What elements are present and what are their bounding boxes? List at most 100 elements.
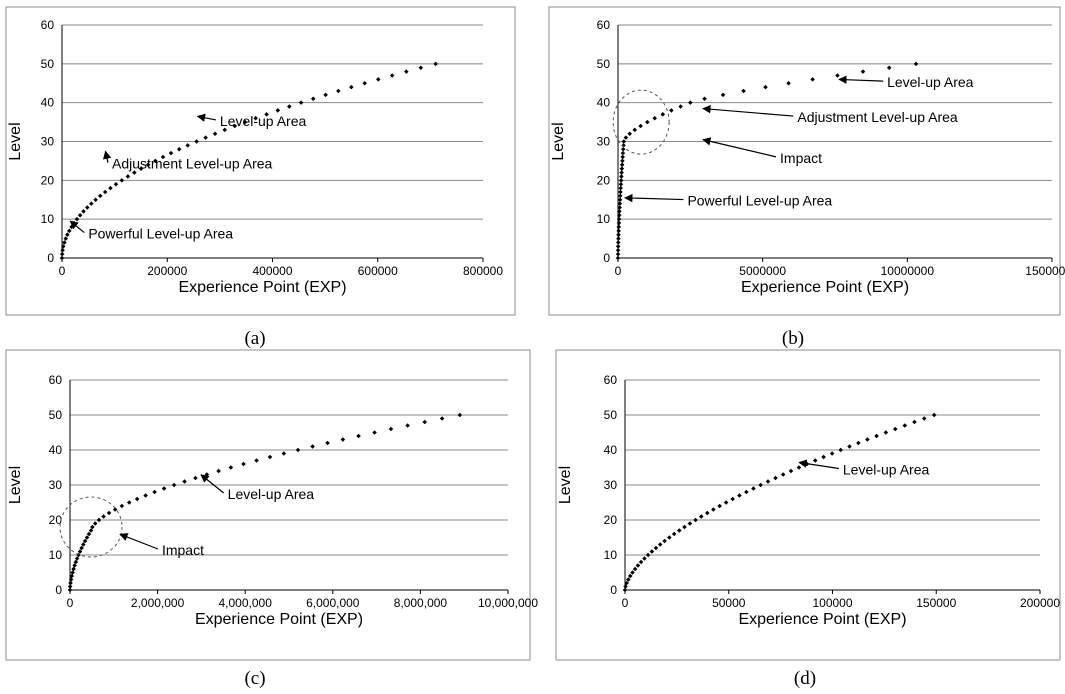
data-point <box>737 493 742 498</box>
y-tick-label: 20 <box>41 173 55 187</box>
data-point <box>310 444 315 449</box>
y-tick-label: 20 <box>604 513 618 527</box>
y-axis-title: Level <box>7 466 24 504</box>
data-point <box>106 510 112 516</box>
y-tick-label: 60 <box>41 18 55 32</box>
y-axis-title: Level <box>7 122 24 160</box>
data-point <box>821 454 826 460</box>
y-tick-label: 20 <box>597 173 611 187</box>
data-point <box>457 412 463 418</box>
data-point <box>336 88 341 94</box>
caption-d: (d) <box>794 668 816 689</box>
y-tick-label: 30 <box>597 135 611 149</box>
y-axis-title: Level <box>557 466 574 504</box>
data-point <box>216 468 221 474</box>
data-point <box>84 205 90 210</box>
data-point <box>74 216 80 222</box>
y-tick-label: 10 <box>597 212 611 226</box>
x-axis-title: Experience Point (EXP) <box>195 611 363 628</box>
chart-frame <box>548 6 1061 316</box>
y-tick-label: 40 <box>597 96 611 110</box>
data-point <box>758 482 763 488</box>
impact-circle <box>59 496 123 558</box>
annotation-label: Adjustment Level-up Area <box>112 156 273 172</box>
chart-panel-b: 0 10 20 30 40 50 60 0 5000000 10000000 15000000 Exp… <box>548 6 1065 316</box>
data-point <box>765 479 771 484</box>
x-tick-label: 150000 <box>916 596 956 610</box>
x-tick-label: 15000000 <box>1025 264 1065 278</box>
annotation-arrow <box>838 75 884 84</box>
data-point <box>340 437 346 442</box>
data-point <box>780 472 786 477</box>
data-point <box>375 77 381 82</box>
data-point <box>874 433 879 439</box>
annotation-arrow <box>119 533 159 550</box>
data-point <box>281 451 287 456</box>
data-point <box>287 104 292 109</box>
data-point <box>241 461 246 467</box>
x-tick-label: 0 <box>622 596 629 610</box>
data-point <box>632 566 638 572</box>
data-point <box>922 416 927 421</box>
y-tick-label: 50 <box>597 57 611 71</box>
annotation-label: Level-up Area <box>843 462 930 478</box>
y-tick-label: 30 <box>41 135 55 149</box>
data-point <box>931 412 937 418</box>
data-point <box>788 468 794 474</box>
chart-panel-a: 0 10 20 30 40 50 60 0 200000 400000 600000 800000 Ex… <box>5 6 516 316</box>
y-tick-label: 30 <box>604 478 618 492</box>
x-axis-title: Experience Point (EXP) <box>738 611 906 628</box>
x-tick-label: 6,000,000 <box>306 596 360 610</box>
x-tick-label: 200000 <box>1020 596 1060 610</box>
data-point <box>108 185 113 191</box>
chart-panel-d: 0 10 20 30 40 50 60 0 50000 100000 150000 200000 Exp… <box>555 349 1061 661</box>
data-point <box>751 486 756 491</box>
data-point <box>59 251 65 257</box>
data-point <box>325 440 330 446</box>
annotation-label: Impact <box>780 150 822 166</box>
data-point <box>63 236 68 241</box>
data-point <box>622 587 628 593</box>
x-tick-label: 10,000,000 <box>478 596 538 610</box>
annotation-arrow <box>69 220 85 234</box>
y-tick-label: 40 <box>41 96 55 110</box>
annotation-label: Level-up Area <box>220 113 307 129</box>
x-tick-label: 50000 <box>712 596 746 610</box>
data-point <box>102 189 108 195</box>
x-tick-label: 5000000 <box>739 264 786 278</box>
x-tick-label: 600000 <box>358 264 398 278</box>
data-point <box>865 437 870 442</box>
annotation-label: Level-up Area <box>887 74 974 90</box>
x-tick-label: 2,000,000 <box>131 596 185 610</box>
data-point <box>730 496 735 502</box>
x-tick-label: 0 <box>615 264 622 278</box>
y-axis-title: Level <box>550 122 567 160</box>
caption-b: (b) <box>782 328 804 349</box>
data-point <box>119 178 125 183</box>
data-point <box>615 255 621 261</box>
annotation-label: Level-up Area <box>228 486 315 502</box>
data-point <box>405 423 410 428</box>
data-point <box>422 419 427 425</box>
data-point <box>902 423 908 428</box>
data-point <box>362 80 367 86</box>
impact-circle <box>612 89 670 155</box>
annotation-arrow <box>702 104 794 117</box>
x-tick-label: 100000 <box>812 596 852 610</box>
data-point <box>77 213 83 218</box>
data-point <box>143 493 148 498</box>
data-point <box>232 123 238 129</box>
data-point <box>134 496 140 502</box>
annotation-arrow <box>702 137 777 158</box>
data-point <box>687 521 693 526</box>
x-axis-title: Experience Point (EXP) <box>178 279 346 296</box>
annotation-label: Adjustment Level-up Area <box>797 109 958 125</box>
data-point <box>264 112 269 117</box>
data-point <box>624 580 629 586</box>
data-point <box>65 232 70 237</box>
annotation-arrow <box>103 150 112 163</box>
data-point <box>388 426 394 432</box>
data-point <box>113 181 119 187</box>
data-point <box>671 531 677 537</box>
